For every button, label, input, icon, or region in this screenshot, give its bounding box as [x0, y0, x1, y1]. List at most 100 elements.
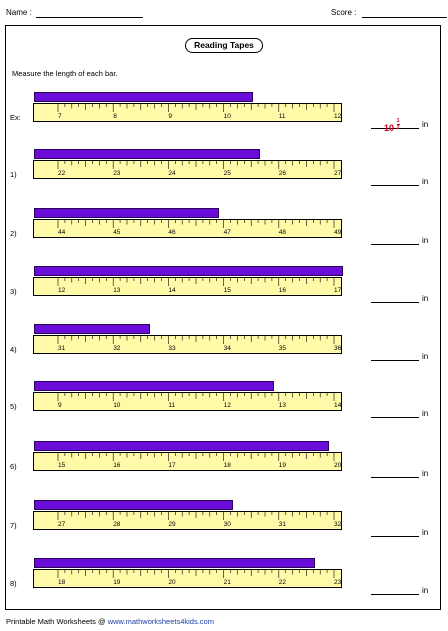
tape-number: 16 [113, 462, 121, 469]
footer-prefix: Printable Math Worksheets @ [6, 617, 108, 626]
name-label: Name : [6, 8, 32, 17]
tape-number: 24 [168, 170, 176, 177]
tape-number: 19 [113, 579, 121, 586]
problem-number: 6) [10, 462, 17, 471]
tape-body [33, 219, 342, 238]
unit-label: in [422, 586, 429, 595]
tape-number: 12 [224, 402, 232, 409]
problem-number: 5) [10, 402, 17, 411]
tape-number: 15 [224, 287, 232, 294]
problem-row: 7) 27 28 29 30 31 32 in [0, 500, 448, 540]
tape-number: 11 [168, 402, 175, 409]
unit-label: in [422, 120, 429, 129]
problem-row: 2) 44 45 46 47 48 49 in [0, 208, 448, 248]
unit-label: in [422, 177, 429, 186]
fraction-denominator: 2 [396, 125, 400, 131]
tape-number: 9 [168, 113, 172, 120]
tape-number: 10 [113, 402, 121, 409]
measured-bar [34, 266, 343, 276]
tape-number: 26 [279, 170, 287, 177]
unit-label: in [422, 236, 429, 245]
tape-body [33, 452, 342, 471]
tape-number: 28 [113, 521, 121, 528]
tape-number: 36 [334, 345, 342, 352]
worksheet-title: Reading Tapes [185, 38, 263, 53]
measuring-tape: 44 45 46 47 48 49 [33, 219, 342, 238]
answer-line[interactable] [371, 594, 419, 595]
answer-line[interactable] [371, 360, 419, 361]
unit-label: in [422, 528, 429, 537]
unit-label: in [422, 469, 429, 478]
answer-line[interactable] [371, 536, 419, 537]
measured-bar [34, 92, 254, 102]
answer-line[interactable] [371, 417, 419, 418]
tape-number: 48 [279, 229, 287, 236]
tape-number: 8 [113, 113, 117, 120]
tape-number: 16 [279, 287, 287, 294]
name-field[interactable] [36, 17, 143, 18]
measuring-tape: 15 16 17 18 19 20 [33, 452, 342, 471]
tape-body [33, 335, 342, 354]
answer-line[interactable] [371, 185, 419, 186]
problem-row: 1) 22 23 24 25 26 27 in [0, 149, 448, 189]
answer-whole: 10 [384, 123, 397, 133]
tape-number: 49 [334, 229, 342, 236]
tape-body [33, 277, 342, 296]
score-field[interactable] [362, 17, 447, 18]
problem-number: Ex: [10, 113, 21, 122]
tape-number: 22 [279, 579, 287, 586]
tape-number: 27 [58, 521, 66, 528]
answer-line[interactable] [371, 244, 419, 245]
fraction-numerator: 1 [396, 118, 400, 125]
problem-number: 4) [10, 345, 17, 354]
tape-number: 44 [58, 229, 66, 236]
tape-number: 23 [113, 170, 121, 177]
tape-number: 35 [279, 345, 287, 352]
tape-number: 33 [168, 345, 176, 352]
measuring-tape: 7 8 9 10 11 12 [33, 103, 342, 122]
tape-number: 32 [113, 345, 121, 352]
answer-line[interactable] [371, 477, 419, 478]
tape-number: 31 [58, 345, 66, 352]
tape-number: 17 [168, 462, 176, 469]
problem-number: 2) [10, 229, 17, 238]
tape-number: 12 [58, 287, 66, 294]
tape-body [33, 103, 342, 122]
tape-number: 27 [334, 170, 342, 177]
tape-number: 10 [224, 113, 232, 120]
tape-number: 18 [58, 579, 66, 586]
measuring-tape: 31 32 33 34 35 36 [33, 335, 342, 354]
measured-bar [34, 441, 330, 451]
problem-number: 3) [10, 287, 17, 296]
tape-number: 29 [168, 521, 176, 528]
tape-body [33, 511, 342, 530]
tape-number: 17 [334, 287, 342, 294]
tape-number: 7 [58, 113, 62, 120]
problem-row: 6) 15 16 17 18 19 20 in [0, 441, 448, 481]
answer-line[interactable] [371, 302, 419, 303]
tape-number: 13 [113, 287, 121, 294]
tape-number: 30 [224, 521, 232, 528]
tape-number: 14 [168, 287, 176, 294]
tape-number: 9 [58, 402, 62, 409]
score-label: Score : [331, 8, 357, 17]
tape-number: 47 [224, 229, 232, 236]
tape-number: 12 [334, 113, 342, 120]
unit-label: in [422, 294, 429, 303]
tape-number: 45 [113, 229, 121, 236]
tape-number: 34 [224, 345, 232, 352]
footer-url[interactable]: www.mathworksheets4kids.com [107, 617, 214, 626]
tape-body [33, 392, 342, 411]
answer-line[interactable] [371, 128, 419, 129]
measured-bar [34, 558, 316, 568]
problem-number: 8) [10, 579, 17, 588]
measured-bar [34, 208, 219, 218]
unit-label: in [422, 352, 429, 361]
tape-number: 46 [168, 229, 176, 236]
tape-number: 11 [279, 113, 286, 120]
tape-number: 19 [279, 462, 287, 469]
tape-number: 14 [334, 402, 342, 409]
tape-body [33, 569, 342, 588]
